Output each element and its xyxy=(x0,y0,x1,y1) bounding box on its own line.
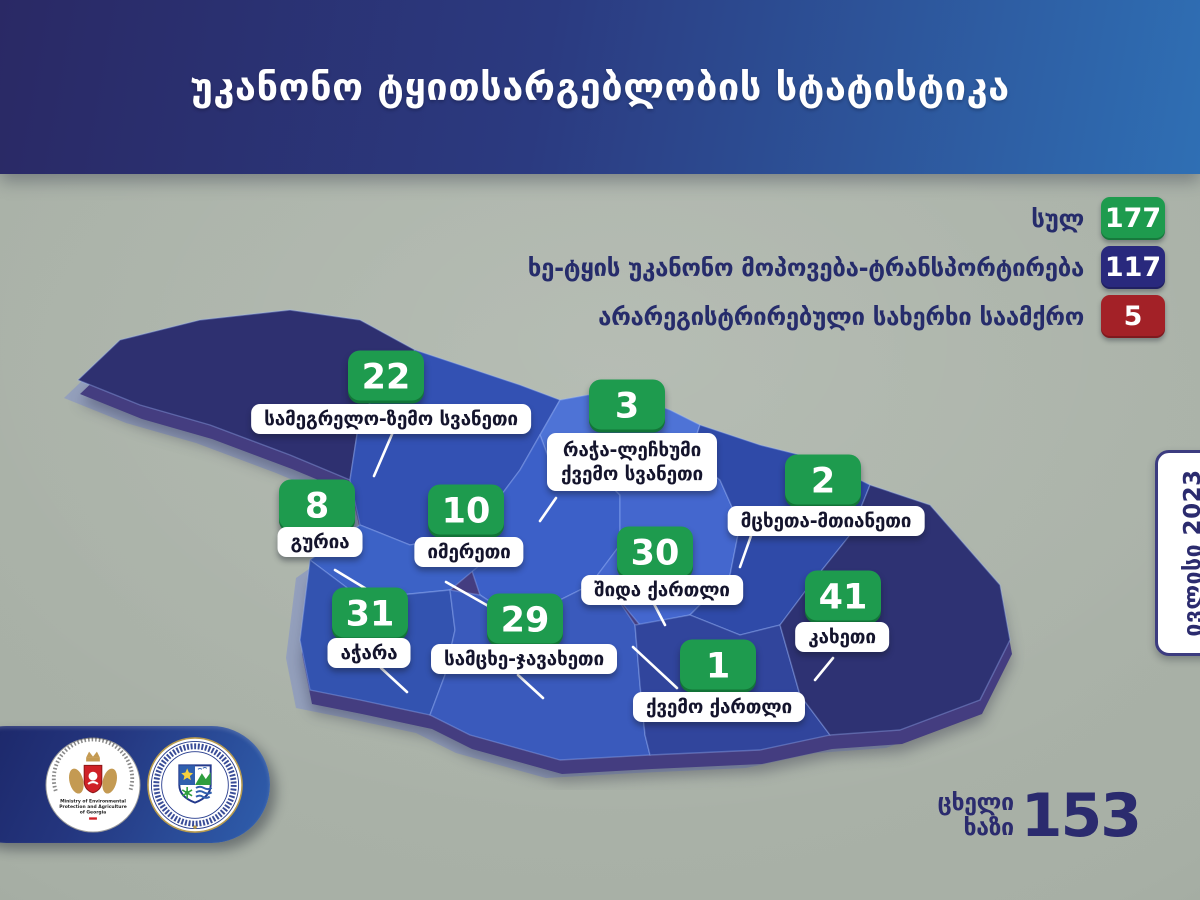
legend-row-sawmill: არარეგისტრირებული სახერხი საამქრო 5 xyxy=(528,295,1165,338)
hotline-words: ცხელი ხაზი xyxy=(937,790,1015,841)
forestry-shield-icon xyxy=(178,763,213,804)
region-label-guria: გურია xyxy=(277,527,363,557)
header-banner: უკანონო ტყითსარგებლობის სტატისტიკა xyxy=(0,0,1200,174)
region-label-shida: შიდა ქართლი xyxy=(581,575,743,605)
callout-line-kakheti xyxy=(813,656,835,682)
ministry-seal-mark xyxy=(89,816,97,820)
region-label-adjara: აჭარა xyxy=(327,638,411,668)
region-label-mtskheta: მცხეთა-მთიანეთი xyxy=(727,506,925,536)
forestry-seal-arc-text xyxy=(153,742,237,827)
legend-label-timber: ხე-ტყის უკანონო მოპოვება-ტრანსპორტირება xyxy=(527,253,1085,282)
lion-left-icon xyxy=(69,768,84,794)
svg-text:Ministry of Environmental: Ministry of Environmental xyxy=(60,798,126,804)
legend-value-total: 177 xyxy=(1101,197,1165,240)
region-label-racha-line2: ქვემო სვანეთი xyxy=(561,463,703,485)
count-badge-mtskheta: 2 xyxy=(785,454,861,508)
forestry-seal-inner-ring xyxy=(161,750,229,819)
region-label-samtskhe: სამცხე-ჯავახეთი xyxy=(431,644,617,674)
legend-label-total: სულ xyxy=(1031,204,1084,233)
count-badge-kakheti: 41 xyxy=(805,570,881,624)
callout-lines xyxy=(333,430,835,700)
page-title: უკანონო ტყითსარგებლობის სტატისტიკა xyxy=(190,65,1010,109)
callout-line-samegrelo xyxy=(372,430,395,478)
ministry-seal: Ministry of Environmental Protection and… xyxy=(45,736,141,833)
hotline-word-1: ცხელი xyxy=(937,790,1014,816)
sun-icon xyxy=(181,767,194,780)
georgia-map-svg xyxy=(64,309,1012,778)
callout-line-imereti xyxy=(444,580,492,609)
forestry-seal-dot xyxy=(193,824,197,829)
hotline-word-2: ხაზი xyxy=(963,815,1015,841)
region-label-kvemo: ქვემო ქართლი xyxy=(632,692,806,722)
svg-text:Protection and Agriculture: Protection and Agriculture xyxy=(59,804,127,810)
count-badge-adjara: 31 xyxy=(332,587,408,641)
callout-line-kvemo xyxy=(631,645,679,690)
count-badge-shida: 30 xyxy=(617,526,693,580)
ministry-seal-text: Ministry of Environmental Protection and… xyxy=(59,798,127,815)
georgia-map xyxy=(55,290,1025,790)
logo-banner: Ministry of Environmental Protection and… xyxy=(0,726,270,843)
callout-line-samtskhe xyxy=(516,673,545,700)
callout-line-racha xyxy=(538,496,558,523)
count-badge-imereti: 10 xyxy=(428,484,504,538)
waves-icon xyxy=(195,785,213,799)
count-badge-kvemo: 1 xyxy=(680,639,756,693)
legend-value-timber: 117 xyxy=(1101,246,1165,289)
mountains-icon xyxy=(195,766,211,785)
region-label-racha-line1: რაჭა-ლეჩხუმი xyxy=(562,439,702,461)
crown-icon xyxy=(86,751,100,761)
shield-icon xyxy=(83,764,103,793)
callout-line-shida xyxy=(651,600,667,627)
date-tab[interactable]: ივლისი 2023 xyxy=(1155,450,1200,656)
forestry-agency-seal xyxy=(147,736,243,833)
legend: სულ 177 ხე-ტყის უკანონო მოპოვება-ტრანსპო… xyxy=(528,197,1165,344)
snowflake-tree-icon xyxy=(181,786,193,799)
region-label-imereti: იმერეთი xyxy=(414,537,524,567)
callout-line-mtskheta xyxy=(738,531,754,569)
count-badge-samegrelo: 22 xyxy=(348,350,424,404)
hotline: ცხელი ხაზი 153 xyxy=(937,781,1142,851)
svg-text:of Georgia: of Georgia xyxy=(80,809,106,815)
callout-line-adjara xyxy=(379,666,409,694)
count-badge-samtskhe: 29 xyxy=(487,593,563,647)
legend-row-timber: ხე-ტყის უკანონო მოპოვება-ტრანსპორტირება … xyxy=(528,246,1165,289)
hotline-number: 153 xyxy=(1020,781,1142,851)
legend-row-total: სულ 177 xyxy=(528,197,1165,240)
region-label-kakheti: კახეთი xyxy=(795,622,889,652)
ministry-seal-arc-text xyxy=(51,737,135,791)
lion-right-icon xyxy=(102,768,117,794)
count-badge-racha: 3 xyxy=(589,379,665,433)
region-label-racha: რაჭა-ლეჩხუმი ქვემო სვანეთი xyxy=(547,433,717,491)
region-label-samegrelo: სამეგრელო-ზემო სვანეთი xyxy=(251,404,531,434)
legend-label-sawmill: არარეგისტრირებული სახერხი საამქრო xyxy=(598,302,1084,331)
date-tab-label: ივლისი 2023 xyxy=(1180,469,1200,637)
count-badge-guria: 8 xyxy=(279,479,355,533)
legend-value-sawmill: 5 xyxy=(1101,295,1165,338)
